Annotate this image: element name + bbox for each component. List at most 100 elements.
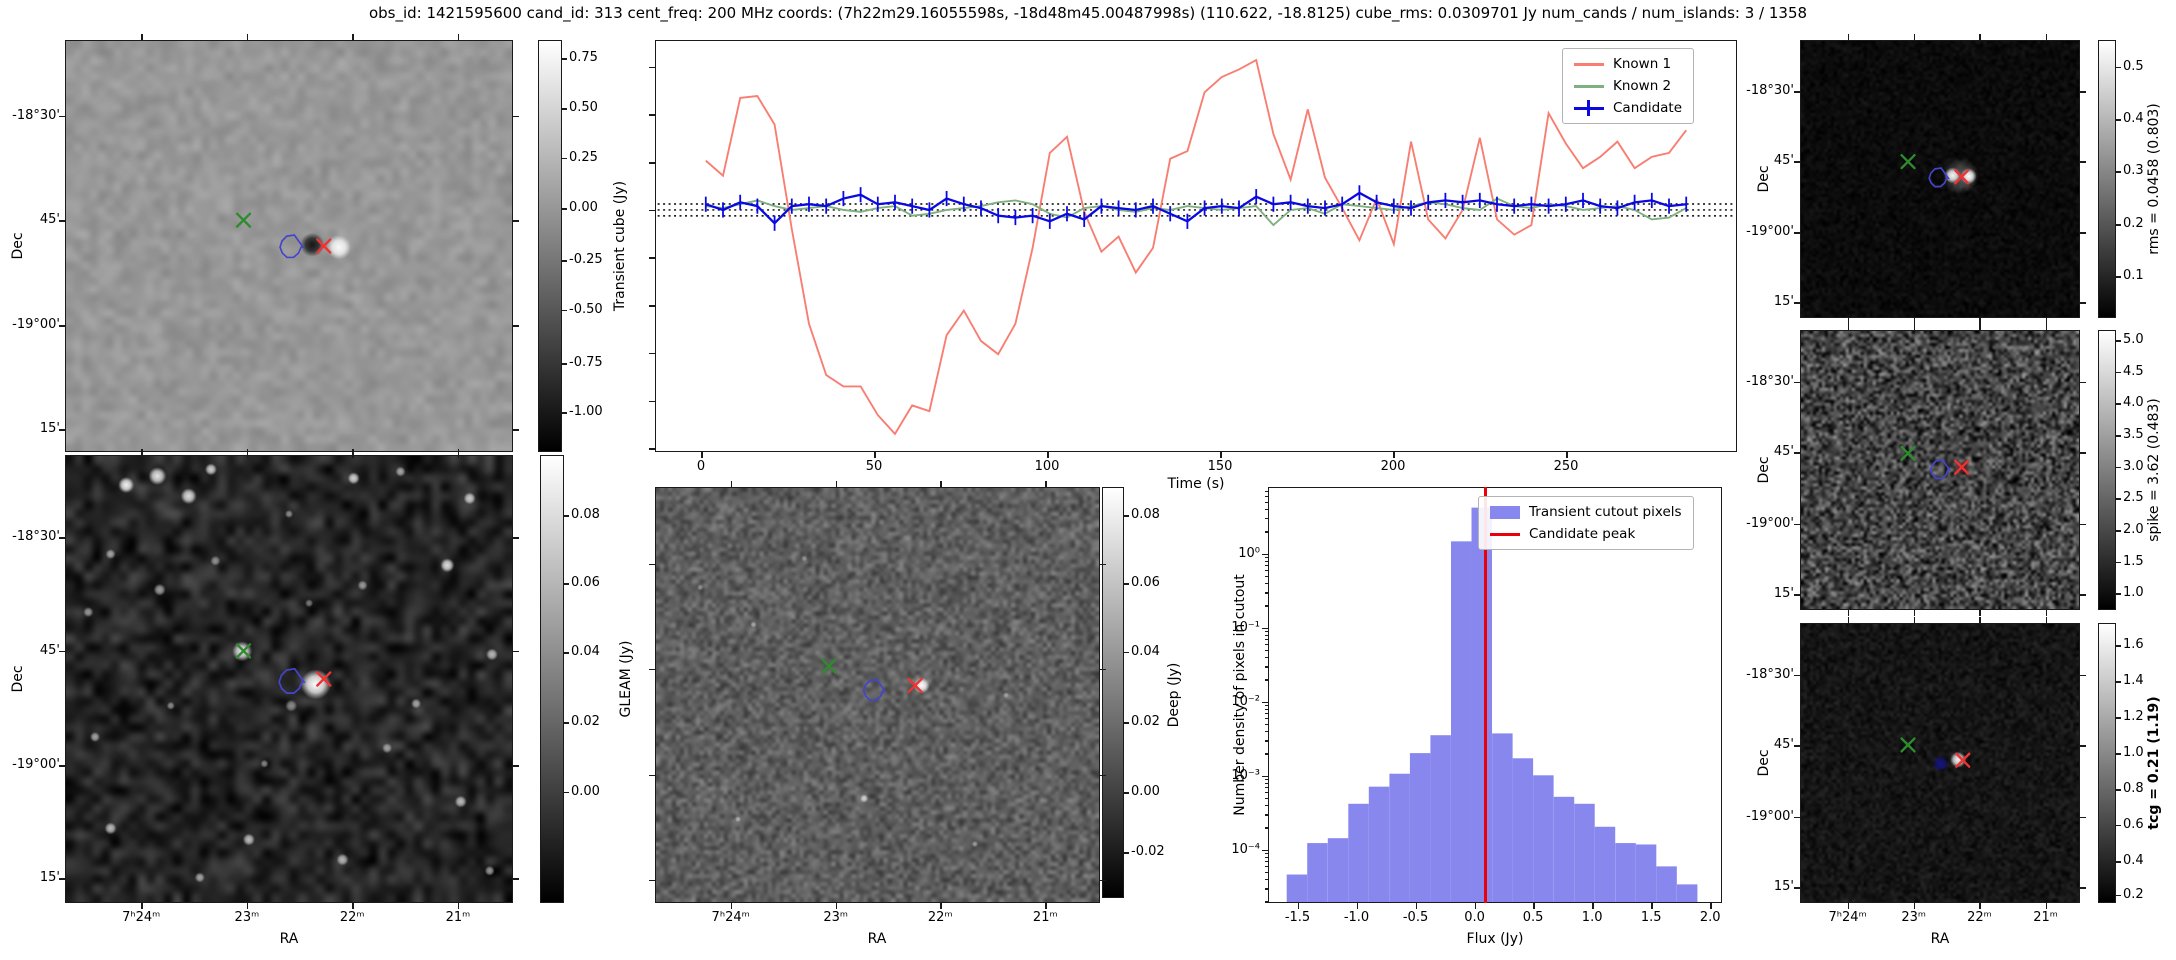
histogram-bar [1286,874,1308,902]
tick-mark [562,363,567,365]
tick-mark [1265,605,1268,607]
tick-mark [2080,302,2086,305]
tick-mark [1710,903,1712,909]
tick-mark [2116,498,2121,500]
tick-mark [1265,805,1268,807]
tick-mark [457,449,460,455]
tick-mark [1220,452,1222,458]
dec-tick-label: 15' [39,869,60,885]
tick-mark [1045,903,1047,909]
tick-mark [1794,452,1800,454]
transient-colorbar [538,40,562,452]
dec-tick-label: -19°00' [12,757,60,773]
tick-mark [2080,452,2086,454]
tick-mark [1124,791,1129,794]
tick-mark [2116,529,2121,532]
tick-mark [1265,779,1268,781]
tick-mark [562,107,567,110]
tick-mark [1533,903,1535,909]
tick-mark [1979,34,1982,40]
deep-image-cutout-panel [655,487,1100,903]
tick-mark [1265,666,1268,668]
histogram-bar [1389,773,1410,902]
tick-mark [1265,592,1268,594]
legend-label: Known 2 [1613,78,1672,94]
tick-mark [1265,879,1268,881]
ra-tick-label: 21ᵐ [2033,910,2058,925]
tick-mark [730,903,733,909]
colorbar-tick-label: 0.2 [2123,886,2144,902]
tick-mark [141,903,143,909]
tick-mark [1913,617,1916,623]
tick-mark [1979,617,1982,623]
tick-mark [1262,553,1268,556]
colorbar-tick-label: 0.50 [569,99,598,115]
dec-axis-label: Dec [1756,456,1772,484]
tick-mark [940,903,942,909]
tick-mark [1913,324,1916,330]
tick-mark [1045,481,1047,487]
tick-mark [1265,866,1268,868]
candidate-plus-swatch [1574,100,1604,116]
tick-mark [1265,827,1268,829]
tick-mark [513,877,519,880]
lightcurve-legend: Known 1 Known 2 Candidate [1562,48,1695,124]
dec-tick-label: -19°00' [1746,515,1794,531]
colorbar-tick-label: 0.5 [2123,58,2144,74]
ra-tick-label: 23ᵐ [823,910,848,925]
flux-tick-label: 1.0 [1581,910,1603,925]
tick-mark [1913,318,1916,324]
time-tick-label: 100 [1034,459,1060,474]
colorbar-tick-label: 2.0 [2123,521,2144,537]
histogram-bar [1368,786,1390,902]
tick-mark [2080,91,2086,93]
tick-mark [1847,34,1850,40]
tick-mark [1651,903,1653,909]
known1-line-swatch [1574,56,1604,72]
tick-mark [59,877,65,880]
tick-mark [1913,34,1916,40]
tick-mark [1794,594,1800,596]
island-contour [862,678,887,702]
tick-mark [564,652,569,654]
tick-mark [59,220,65,222]
colorbar-tick-label: 4.0 [2123,395,2144,411]
tick-mark [2045,34,2048,40]
tick-mark [2045,903,2048,909]
gleam-markers-overlay [235,643,332,694]
tick-mark [1100,563,1106,566]
tick-mark [2116,752,2121,755]
tick-mark [1265,853,1268,855]
tick-mark [1847,617,1850,623]
tick-mark [1794,745,1800,747]
tick-mark [1979,324,1982,330]
tick-mark [2116,224,2121,226]
tick-mark [564,791,569,794]
tick-mark [562,58,567,60]
gleam-cutout-panel [65,455,513,903]
tick-mark [1847,903,1850,909]
flux-tick-label: 0.0 [1464,910,1485,925]
histogram-bar [1327,838,1349,902]
tick-mark [1265,753,1268,755]
flux-tick-label: 1.5 [1640,910,1662,925]
dec-tick-label: 15' [1773,586,1794,602]
histogram-bar [1553,796,1575,902]
flux-axis-label: Flux (Jy) [1466,931,1524,947]
tick-mark [1265,792,1268,794]
tick-mark [1100,774,1106,777]
tick-mark [1265,708,1268,711]
tick-mark [1265,575,1268,578]
time-tick-label: 200 [1380,459,1406,474]
known2-line [705,197,1687,227]
tick-mark [1265,679,1268,681]
tick-mark [1265,723,1268,726]
colorbar-tick-label: 0.00 [569,200,598,216]
tick-mark [1265,634,1268,636]
tick-mark [1794,381,1800,384]
rms-colorbar-label: rms = 0.0458 (0.803) [2146,103,2162,255]
tick-mark [352,903,354,909]
tick-mark [1265,731,1268,733]
candidate-peak-line [1483,487,1487,903]
tick-mark [2116,593,2121,595]
